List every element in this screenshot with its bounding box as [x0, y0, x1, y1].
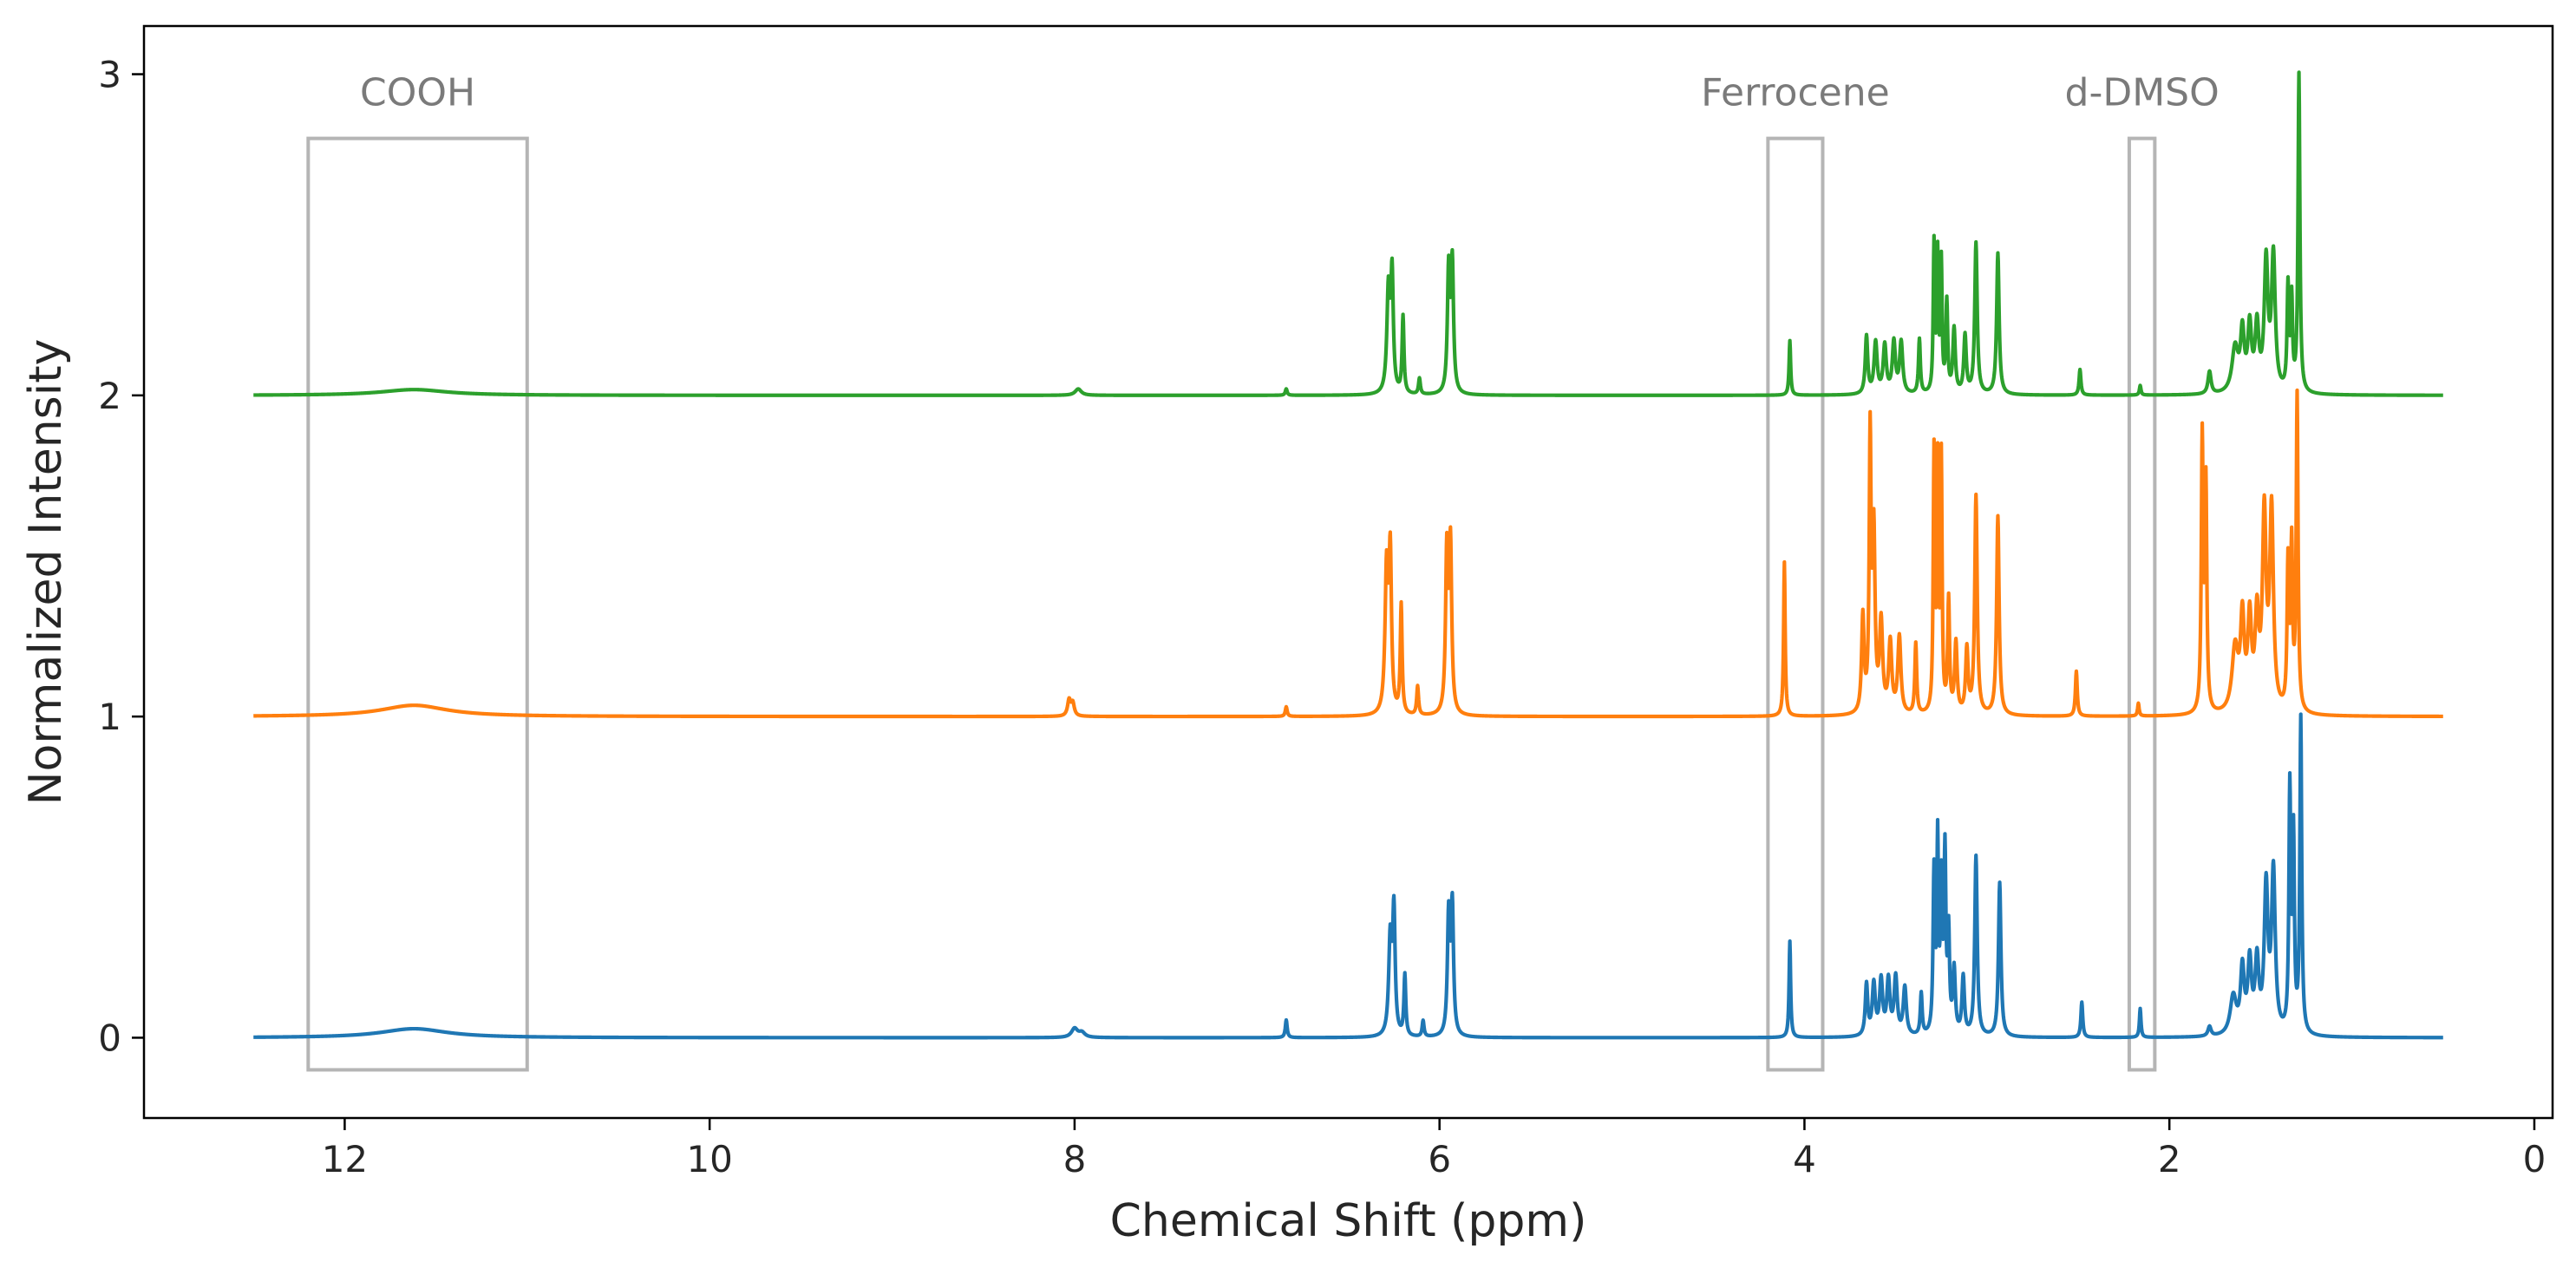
series-line-1: [252, 712, 2445, 1040]
x-axis-ticks: 12 10 8 6 4 2 0: [322, 1118, 2547, 1180]
y-tick-label: 2: [98, 375, 121, 417]
region-label-cooh: COOH: [360, 71, 475, 115]
y-axis-title: Normalized Intensity: [20, 339, 72, 806]
x-tick-label: 8: [1063, 1138, 1087, 1180]
region-box-ferrocene: [1766, 136, 1825, 1072]
x-tick-label: 4: [1793, 1138, 1816, 1180]
series-layer: [252, 70, 2445, 1040]
region-box-cooh: [306, 136, 529, 1072]
x-tick-label: 6: [1428, 1138, 1451, 1180]
region-label-ferrocene: Ferrocene: [1701, 71, 1890, 115]
plot-frame: [142, 24, 2554, 1120]
region-label-d-dmso: d-DMSO: [2065, 71, 2220, 115]
y-tick-label: 3: [98, 54, 121, 96]
x-tick-label: 2: [2158, 1138, 2181, 1180]
x-tick-label: 12: [322, 1138, 368, 1180]
y-tick-label: 1: [98, 696, 121, 738]
y-tick-label: 0: [98, 1017, 121, 1059]
y-axis-ticks: 0 1 2 3: [98, 54, 144, 1059]
region-box-d-dmso: [2127, 136, 2157, 1072]
series-line-3: [252, 70, 2445, 397]
x-axis-title: Chemical Shift (ppm): [1110, 1195, 1587, 1247]
regions-layer: COOH Ferrocene d-DMSO: [306, 71, 2220, 1072]
series-line-2: [252, 388, 2445, 719]
x-tick-label: 0: [2523, 1138, 2547, 1180]
x-tick-label: 10: [686, 1138, 732, 1180]
